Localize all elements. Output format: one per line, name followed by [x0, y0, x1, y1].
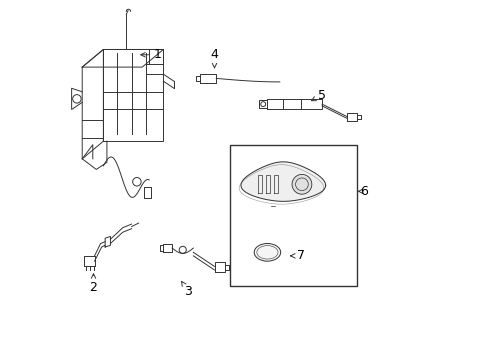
- Text: 4: 4: [210, 48, 218, 68]
- Text: 3: 3: [181, 282, 192, 298]
- Text: 7: 7: [290, 249, 305, 262]
- Text: 1: 1: [141, 48, 162, 61]
- Polygon shape: [241, 162, 325, 201]
- Text: 2: 2: [89, 274, 97, 294]
- Bar: [230, 145, 357, 286]
- Text: 5: 5: [311, 89, 325, 102]
- Ellipse shape: [254, 243, 280, 261]
- Circle shape: [291, 175, 311, 194]
- Text: 6: 6: [357, 185, 367, 198]
